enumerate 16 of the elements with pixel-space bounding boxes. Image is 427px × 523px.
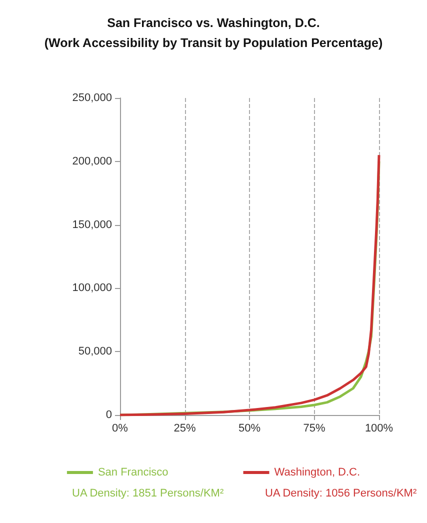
y-tick-label: 250,000 [72,92,112,104]
y-tick-label: 50,000 [78,346,112,358]
text: UA Density: 1851 Persons/KM² [72,488,224,500]
y-tick-label: 0 [106,409,112,421]
chart-title: San Francisco vs. Washington, D.C. (Work Accessibility by Transit by Population Percentage) [44,16,383,50]
legend-label: San Francisco [98,466,168,478]
x-tick-label: 100% [364,422,394,434]
text: UA Density: 1056 Persons/KM² [265,488,417,500]
x-tick-label: 25% [174,422,196,434]
y-tick-label: 150,000 [72,218,112,231]
x-tick-label: 50% [238,422,261,434]
y-tick-label: 100,000 [72,282,112,294]
y-tick-label: 200,000 [72,155,112,168]
legend-label: Washington, D.C. [274,466,360,478]
x-tick-label: 75% [303,422,326,434]
x-tick-label: 0% [112,422,128,434]
